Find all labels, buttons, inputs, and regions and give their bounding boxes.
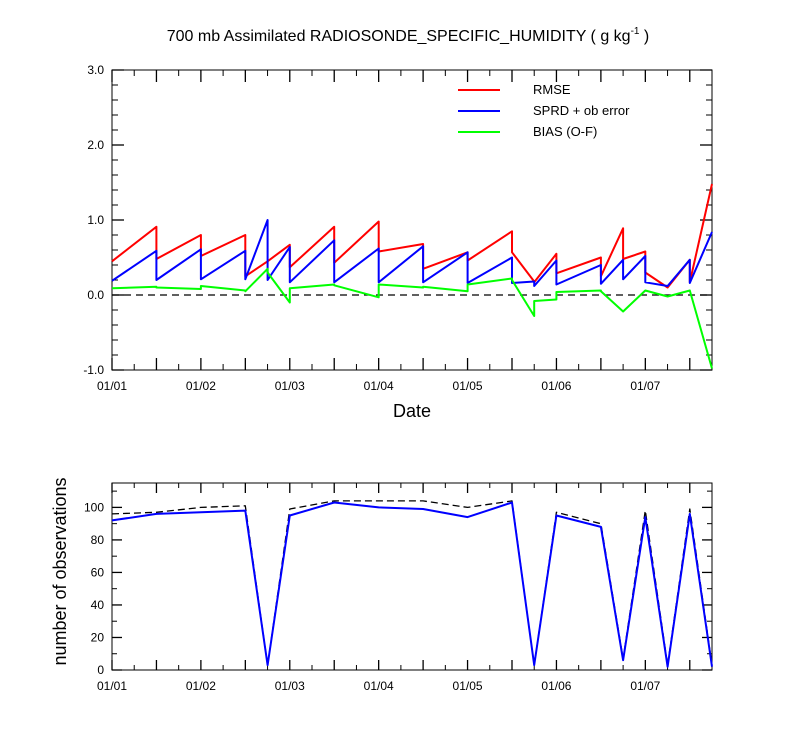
x-tick-label: 01/06 [541, 679, 571, 693]
x-tick-label: 01/06 [541, 379, 571, 393]
series-line-assimilated [111, 501, 713, 668]
x-tick-label: 01/04 [364, 379, 394, 393]
x-tick-label: 01/03 [275, 379, 305, 393]
y-tick-label: 1.0 [87, 213, 104, 227]
plot-frame [111, 482, 713, 671]
x-tick-label: 01/01 [97, 679, 127, 693]
title-exponent: -1 [631, 26, 640, 37]
x-tick-label: 01/05 [453, 379, 483, 393]
observations-panel: 01/01 01/02 01/03 01/04 01/05 01/06 01/07 0 20 40… [50, 477, 713, 693]
series-line-sprd-ob-error [111, 219, 713, 287]
x-tick-label: 01/01 [97, 379, 127, 393]
title-close: ) [639, 28, 649, 45]
y-tick-label: 2.0 [87, 138, 104, 152]
x-tick-label: 01/04 [364, 679, 394, 693]
y-tick-label: 0.0 [87, 288, 104, 302]
x-tick-label: 01/07 [630, 679, 660, 693]
y-tick-label: 20 [91, 630, 105, 644]
legend-label: SPRD + ob error [533, 103, 630, 118]
y-tick-label: 100 [84, 500, 104, 514]
x-tick-label: 01/03 [275, 679, 305, 693]
x-tick-label: 01/05 [453, 679, 483, 693]
x-axis-title: Date [393, 401, 431, 421]
y-axis-title: number of observations [50, 477, 70, 665]
y-tick-label: -1.0 [83, 363, 104, 377]
legend-label: RMSE [533, 82, 571, 97]
figure-title: 700 mb Assimilated RADIOSONDE_SPECIFIC_H… [167, 26, 650, 45]
y-tick-label: 80 [91, 533, 105, 547]
statistics-panel: 01/01 01/02 01/03 01/04 01/05 01/06 01/07 -1.0 0… [83, 63, 713, 421]
series-line-bias-o-f [111, 267, 713, 369]
y-tick-label: 60 [91, 565, 105, 579]
series-line-rmse [111, 183, 713, 289]
y-tick-label: 3.0 [87, 63, 104, 77]
x-tick-label: 01/02 [186, 379, 216, 393]
x-tick-label: 01/02 [186, 679, 216, 693]
legend-label: BIAS (O-F) [533, 124, 597, 139]
x-tick-label: 01/07 [630, 379, 660, 393]
y-tick-label: 0 [97, 663, 104, 677]
y-tick-label: 40 [91, 598, 105, 612]
series-line-possible [111, 500, 713, 666]
title-main: 700 mb Assimilated RADIOSONDE_SPECIFIC_H… [167, 28, 631, 45]
